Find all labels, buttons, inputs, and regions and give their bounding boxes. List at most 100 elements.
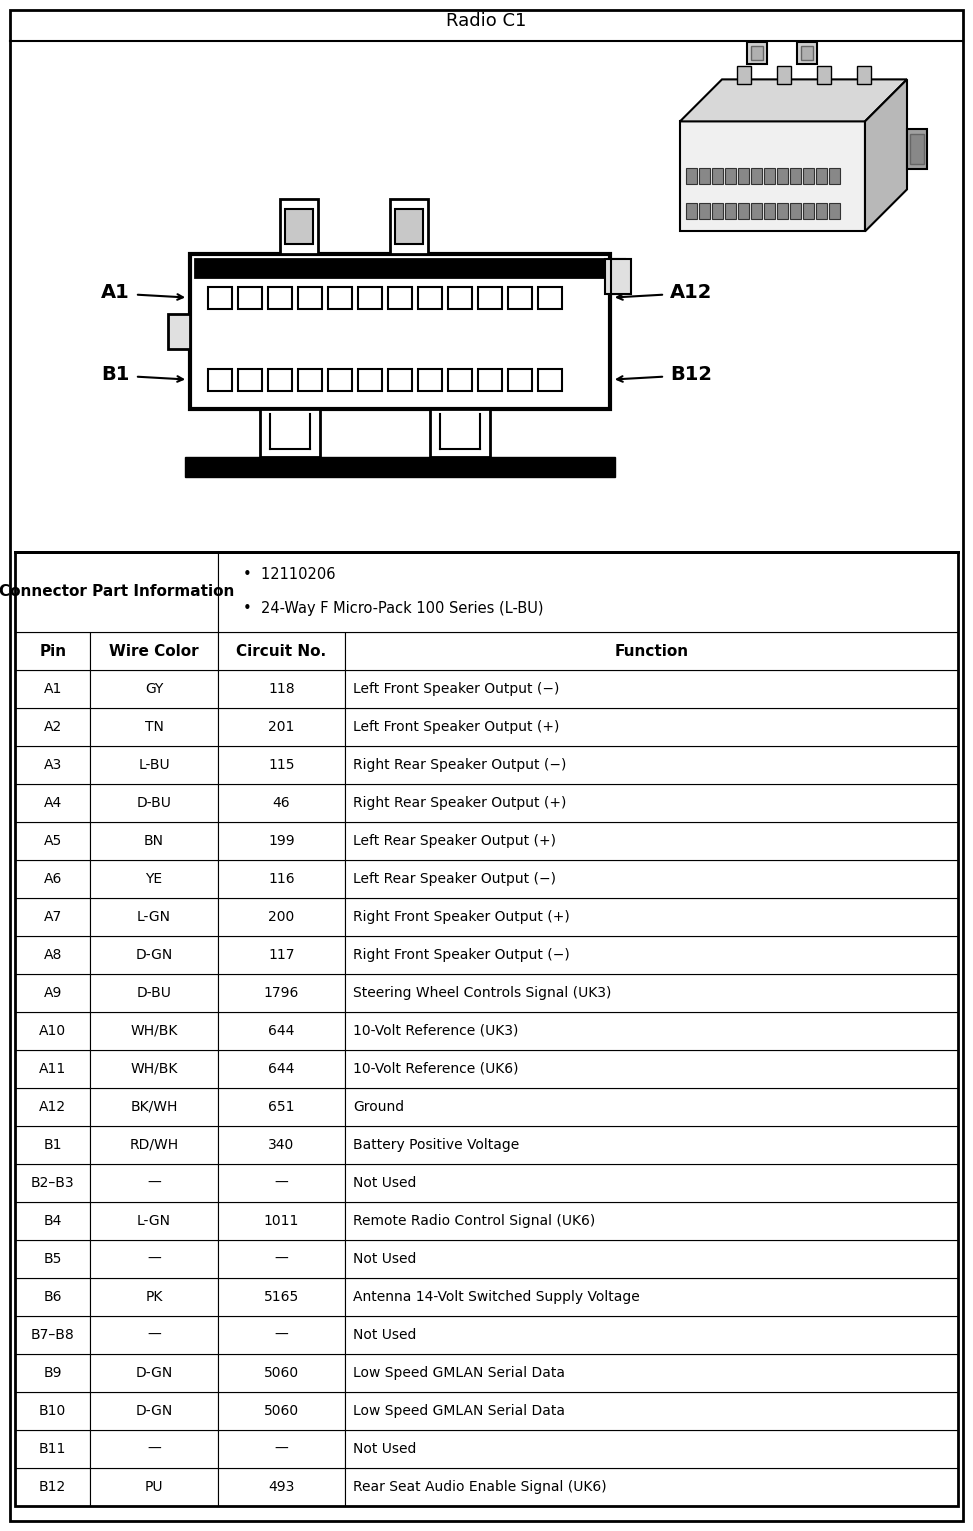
Bar	[218, 1278, 345, 1317]
Text: L-GN: L-GN	[137, 1214, 171, 1228]
Text: A1: A1	[44, 681, 62, 697]
Text: A7: A7	[44, 909, 62, 925]
Bar	[90, 1089, 218, 1125]
Text: A5: A5	[44, 834, 62, 848]
Bar	[218, 1012, 345, 1050]
Bar	[218, 974, 345, 1012]
Text: B7–B8: B7–B8	[31, 1327, 75, 1343]
Text: B6: B6	[44, 1291, 62, 1304]
Bar	[218, 1050, 345, 1089]
Text: RD/WH: RD/WH	[129, 1138, 179, 1151]
Bar	[15, 1202, 90, 1240]
Bar	[268, 286, 292, 309]
Bar	[90, 1317, 218, 1353]
Text: Right Front Speaker Output (+): Right Front Speaker Output (+)	[353, 909, 570, 925]
Text: 1796: 1796	[264, 986, 299, 1000]
Bar	[298, 369, 322, 390]
Text: •  24-Way F Micro-Pack 100 Series (L-BU): • 24-Way F Micro-Pack 100 Series (L-BU)	[242, 600, 543, 615]
Bar	[345, 822, 958, 860]
Bar	[208, 369, 232, 390]
Text: —: —	[147, 1252, 161, 1266]
Bar	[478, 369, 502, 390]
Text: B10: B10	[39, 1404, 66, 1418]
Bar	[712, 204, 723, 219]
Bar	[15, 1278, 90, 1317]
Text: 5060: 5060	[264, 1366, 299, 1379]
Bar	[345, 707, 958, 746]
Text: Not Used: Not Used	[353, 1327, 416, 1343]
Bar	[190, 254, 610, 409]
Bar	[90, 1392, 218, 1430]
Bar	[90, 1430, 218, 1468]
Bar	[268, 369, 292, 390]
Bar	[15, 1089, 90, 1125]
Text: Wire Color: Wire Color	[109, 643, 198, 658]
Bar	[15, 899, 90, 935]
Bar	[168, 314, 190, 349]
Bar	[218, 1468, 345, 1507]
Bar	[712, 168, 723, 184]
Bar	[764, 168, 775, 184]
Bar	[345, 632, 958, 671]
Bar	[15, 860, 90, 899]
Bar	[345, 935, 958, 974]
Bar	[90, 1125, 218, 1164]
Bar	[777, 204, 788, 219]
Text: 5165: 5165	[264, 1291, 299, 1304]
Text: B2–B3: B2–B3	[31, 1176, 75, 1190]
Text: YE: YE	[146, 873, 162, 886]
Bar	[829, 168, 840, 184]
Text: D-BU: D-BU	[136, 986, 171, 1000]
Text: WH/BK: WH/BK	[130, 1024, 178, 1038]
Bar	[15, 1125, 90, 1164]
Text: Steering Wheel Controls Signal (UK3): Steering Wheel Controls Signal (UK3)	[353, 986, 611, 1000]
Bar	[345, 1468, 958, 1507]
Bar	[218, 784, 345, 822]
Bar	[90, 746, 218, 784]
Text: Radio C1: Radio C1	[446, 12, 526, 31]
Text: A10: A10	[39, 1024, 66, 1038]
Bar	[218, 860, 345, 899]
Bar	[90, 1240, 218, 1278]
Bar	[90, 1468, 218, 1507]
Bar	[358, 286, 382, 309]
Bar	[218, 1240, 345, 1278]
Bar	[218, 671, 345, 707]
Text: Not Used: Not Used	[353, 1176, 416, 1190]
Bar	[90, 632, 218, 671]
Text: A6: A6	[44, 873, 62, 886]
Bar	[508, 286, 532, 309]
Bar	[725, 168, 736, 184]
Bar	[345, 1164, 958, 1202]
Bar	[478, 286, 502, 309]
Bar	[90, 671, 218, 707]
Bar	[797, 43, 817, 64]
Bar	[345, 1012, 958, 1050]
Bar	[345, 974, 958, 1012]
Text: 10-Volt Reference (UK6): 10-Volt Reference (UK6)	[353, 1063, 519, 1076]
Bar	[218, 746, 345, 784]
Bar	[764, 204, 775, 219]
Bar	[699, 204, 710, 219]
Bar	[345, 746, 958, 784]
Bar	[218, 1353, 345, 1392]
Text: Right Front Speaker Output (−): Right Front Speaker Output (−)	[353, 948, 570, 961]
Bar	[345, 1202, 958, 1240]
Text: B12: B12	[670, 364, 712, 384]
Bar	[388, 286, 412, 309]
Polygon shape	[680, 80, 907, 121]
Polygon shape	[865, 80, 907, 231]
Text: D-BU: D-BU	[136, 796, 171, 810]
Bar	[345, 784, 958, 822]
Text: A1: A1	[101, 283, 130, 302]
Bar	[90, 707, 218, 746]
Bar	[680, 121, 865, 231]
Bar	[15, 822, 90, 860]
Bar	[686, 204, 697, 219]
Bar	[90, 1050, 218, 1089]
Text: 5060: 5060	[264, 1404, 299, 1418]
Text: B11: B11	[39, 1442, 66, 1456]
Bar	[15, 553, 958, 1507]
Text: •  12110206: • 12110206	[242, 566, 336, 582]
Text: A12: A12	[39, 1099, 66, 1115]
